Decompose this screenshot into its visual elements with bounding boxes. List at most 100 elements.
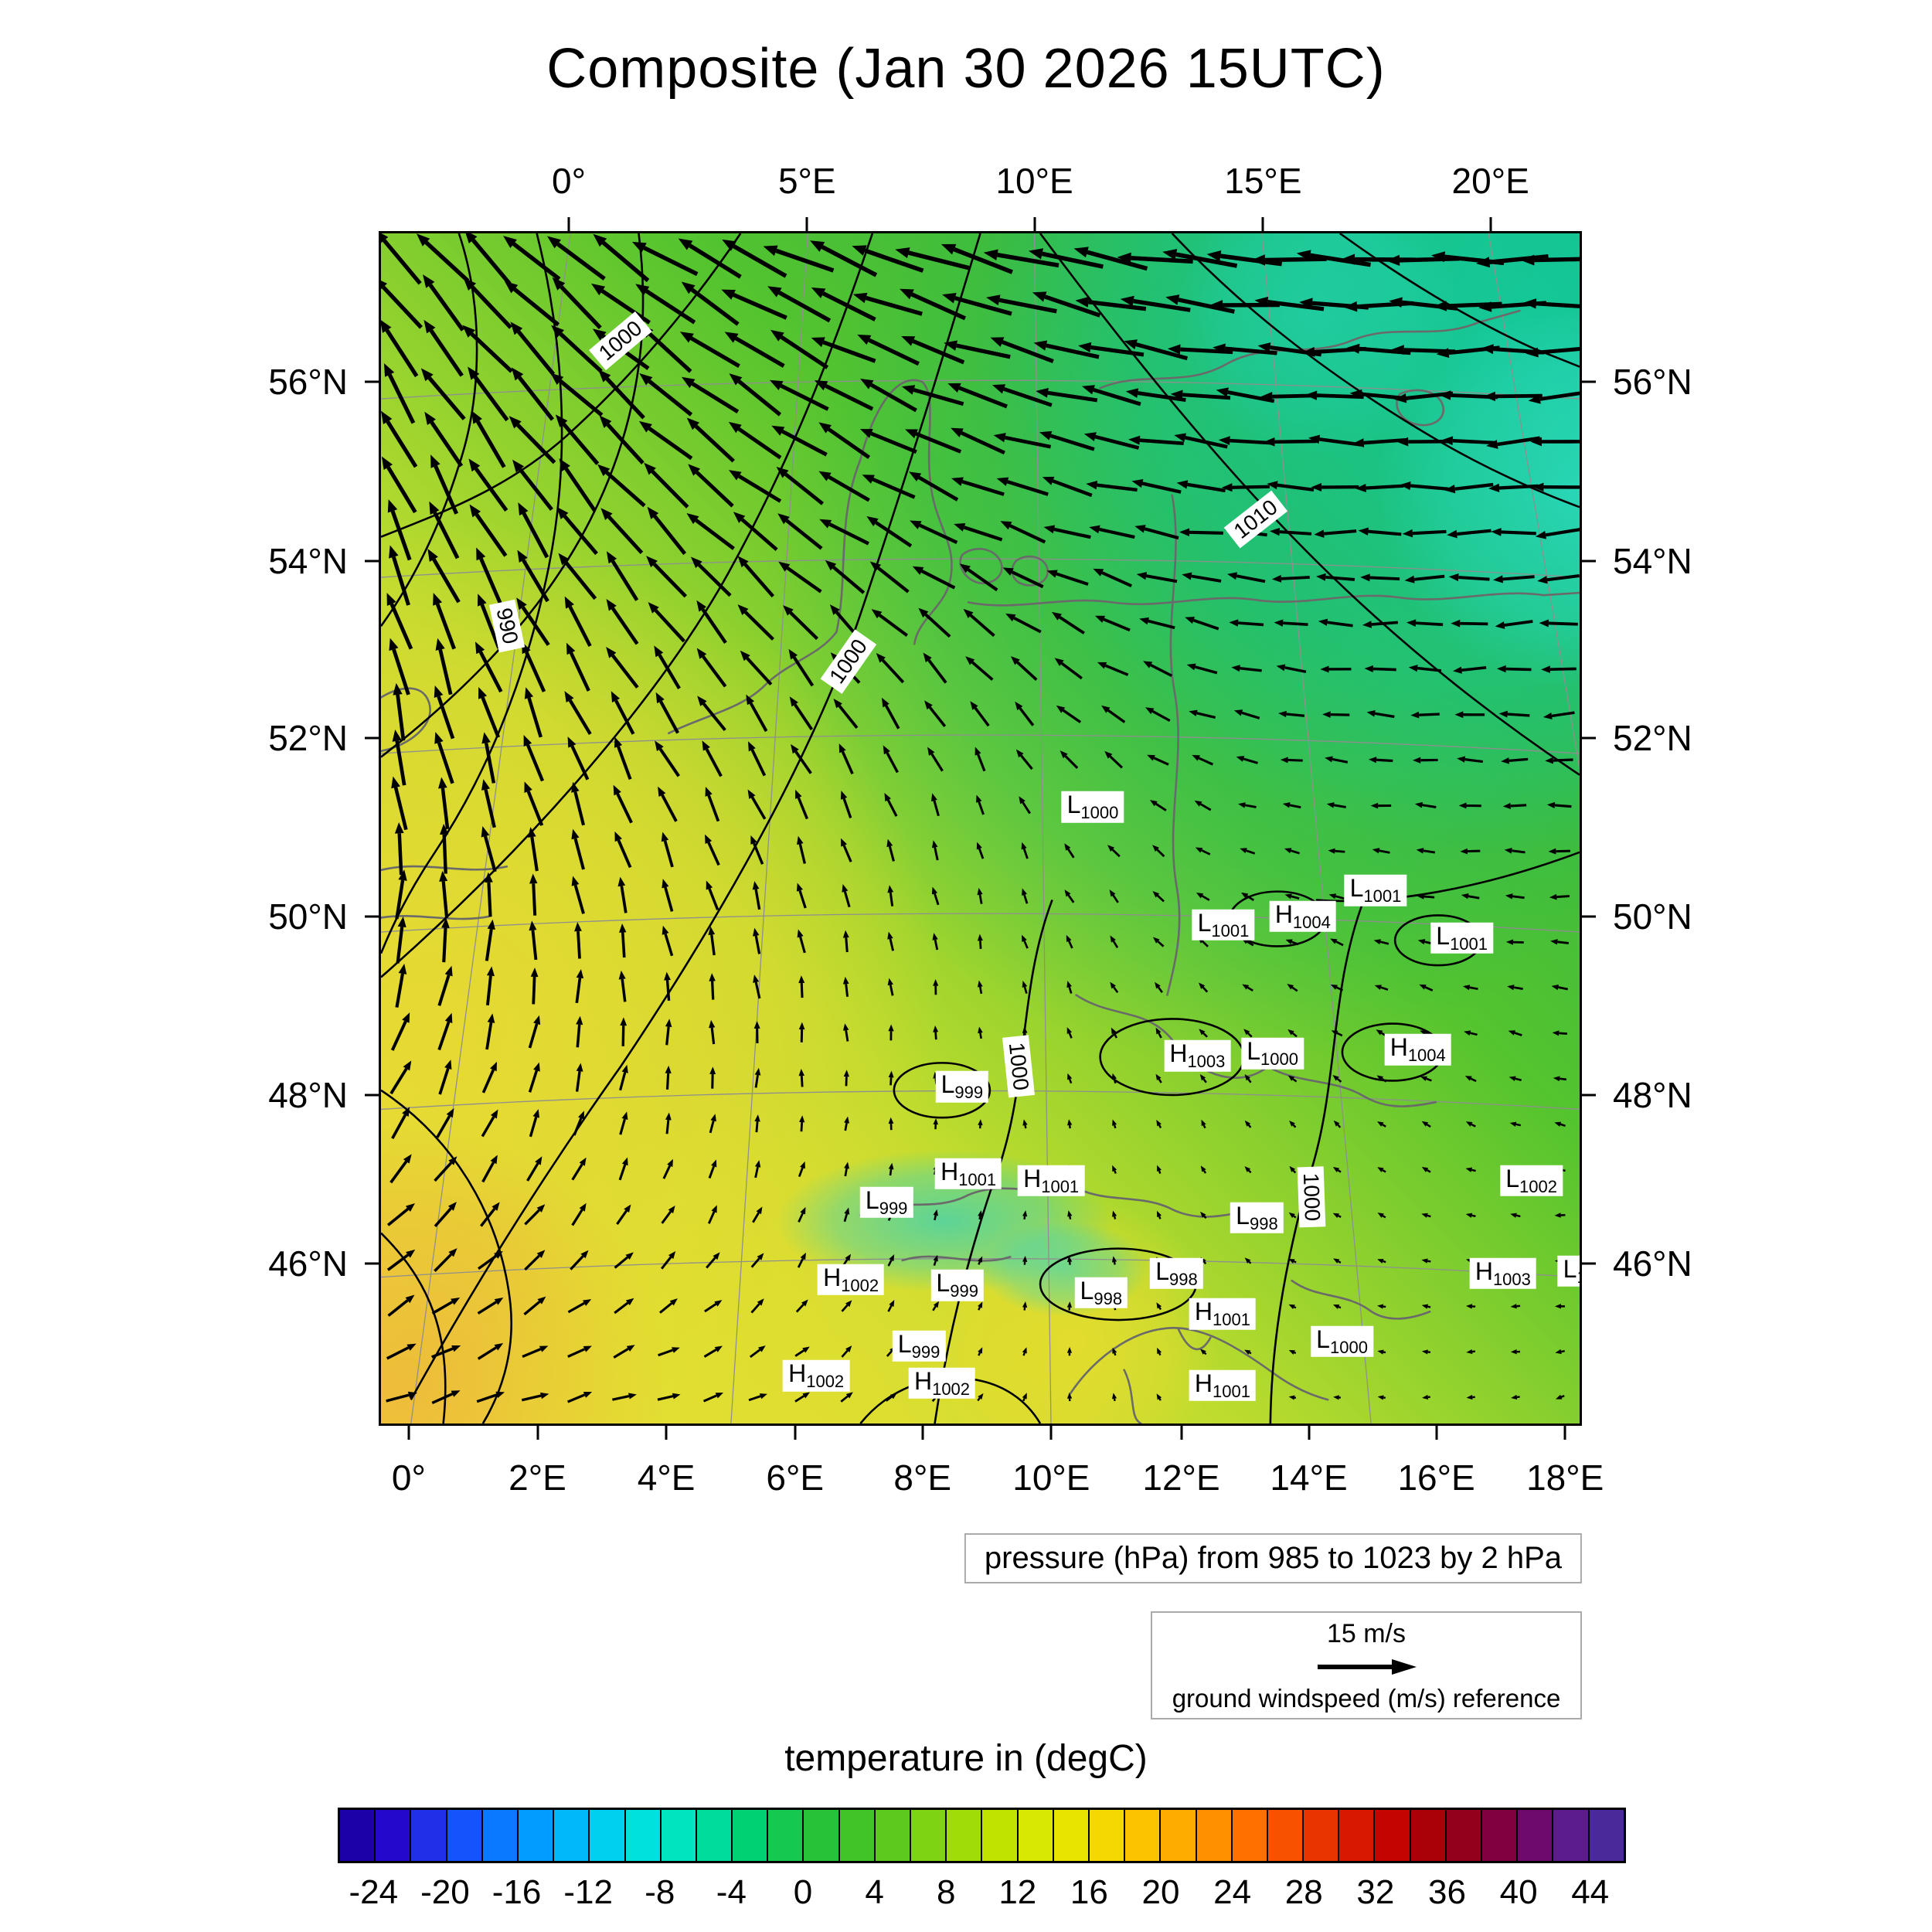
wind-reference-legend: 15 m/s ground windspeed (m/s) reference — [1151, 1611, 1582, 1719]
colorbar-segment — [1125, 1810, 1162, 1861]
colorbar-segment — [768, 1810, 804, 1861]
axis-tick-top — [567, 217, 570, 231]
colorbar-tick-label: 20 — [1141, 1873, 1180, 1911]
axis-tick-top — [805, 217, 808, 231]
axis-label-top: 15°E — [1224, 161, 1302, 201]
wind-arrows-layer — [381, 233, 1580, 1403]
axis-label-bottom: 14°E — [1270, 1458, 1348, 1498]
colorbar-tick-label: -24 — [349, 1873, 399, 1911]
axis-tick-left — [365, 560, 379, 563]
axis-tick-top — [1489, 217, 1492, 231]
axis-tick-right — [1582, 915, 1596, 918]
axis-label-right: 46°N — [1613, 1243, 1692, 1284]
figure-title: Composite (Jan 30 2026 15UTC) — [546, 38, 1386, 100]
axis-tick-bottom — [921, 1426, 924, 1440]
colorbar-segment — [518, 1810, 555, 1861]
axis-tick-left — [365, 1262, 379, 1265]
axis-label-bottom: 10°E — [1012, 1458, 1090, 1498]
colorbar-segment — [661, 1810, 697, 1861]
colorbar-tick-label: 28 — [1284, 1873, 1323, 1911]
colorbar-segment — [947, 1810, 983, 1861]
axis-tick-left — [365, 736, 379, 739]
axis-label-right: 54°N — [1613, 540, 1692, 581]
colorbar-segment — [1339, 1810, 1376, 1861]
colorbar-segment — [875, 1810, 911, 1861]
axis-label-left: 56°N — [268, 361, 348, 402]
axis-label-right: 52°N — [1613, 717, 1692, 758]
axis-label-bottom: 12°E — [1142, 1458, 1220, 1498]
colorbar-segment — [1196, 1810, 1233, 1861]
colorbar-segment — [1304, 1810, 1340, 1861]
axis-label-bottom: 8°E — [893, 1458, 952, 1498]
axis-tick-right — [1582, 380, 1596, 383]
axis-tick-right — [1582, 1094, 1596, 1097]
colorbar-segment — [1482, 1810, 1519, 1861]
colorbar-tick-label: 36 — [1427, 1873, 1466, 1911]
axis-tick-bottom — [794, 1426, 797, 1440]
colorbar-tick-label: -4 — [716, 1873, 747, 1911]
colorbar-segment — [839, 1810, 876, 1861]
axis-tick-bottom — [1308, 1426, 1311, 1440]
colorbar-segment — [982, 1810, 1019, 1861]
colorbar-segment — [1089, 1810, 1126, 1861]
colorbar-tick-label: 44 — [1571, 1873, 1610, 1911]
axis-label-bottom: 4°E — [637, 1458, 696, 1498]
colorbar-tick-label: 4 — [865, 1873, 884, 1911]
colorbar-tick-label: 32 — [1356, 1873, 1395, 1911]
axis-tick-bottom — [1180, 1426, 1183, 1440]
colorbar-tick-label: -20 — [420, 1873, 470, 1911]
colorbar-tick-label: 40 — [1499, 1873, 1538, 1911]
axis-label-right: 50°N — [1613, 896, 1692, 937]
colorbar-segment — [1589, 1810, 1624, 1861]
axis-tick-right — [1582, 560, 1596, 563]
axis-tick-bottom — [1049, 1426, 1053, 1440]
axis-tick-left — [365, 380, 379, 383]
map-wrap: 1000 990 1000 1010 1000 1000 L1000 L1001 L1001 H1… — [268, 161, 1692, 1498]
axis-label-bottom: 16°E — [1397, 1458, 1475, 1498]
colorbar-segment — [554, 1810, 590, 1861]
axis-label-right: 48°N — [1613, 1074, 1692, 1115]
colorbar-segment — [447, 1810, 483, 1861]
axis-tick-right — [1582, 736, 1596, 739]
colorbar-segment — [1518, 1810, 1554, 1861]
colorbar-segment — [1446, 1810, 1482, 1861]
map-canvas: 1000 990 1000 1010 1000 1000 L1000 L1001 L1001 H1… — [379, 231, 1582, 1426]
axis-label-left: 54°N — [268, 540, 348, 581]
colorbar-tick-label: 0 — [793, 1873, 813, 1911]
wind-reference-label: ground windspeed (m/s) reference — [1172, 1684, 1561, 1713]
axis-tick-top — [1033, 217, 1036, 231]
axis-label-left: 50°N — [268, 896, 348, 937]
colorbar-tick-label: 12 — [998, 1873, 1037, 1911]
colorbar-segment — [1410, 1810, 1447, 1861]
colorbar-segment — [590, 1810, 626, 1861]
axis-tick-bottom — [407, 1426, 410, 1440]
colorbar-segment — [1375, 1810, 1411, 1861]
axis-tick-bottom — [536, 1426, 539, 1440]
axis-tick-bottom — [1563, 1426, 1566, 1440]
pressure-caption: pressure (hPa) from 985 to 1023 by 2 hPa — [964, 1533, 1582, 1583]
colorbar-segment — [482, 1810, 519, 1861]
colorbar-segment — [733, 1810, 769, 1861]
colorbar-segment — [376, 1810, 412, 1861]
axis-tick-bottom — [665, 1426, 668, 1440]
axis-label-right: 56°N — [1613, 361, 1692, 402]
colorbar-title: temperature in (degC) — [784, 1738, 1148, 1779]
colorbar-segment — [1553, 1810, 1590, 1861]
axis-label-top: 5°E — [777, 161, 836, 201]
colorbar-segment — [1053, 1810, 1090, 1861]
axis-tick-top — [1261, 217, 1264, 231]
axis-label-top: 20°E — [1451, 161, 1529, 201]
axis-label-top: 0° — [552, 161, 586, 201]
colorbar-segment — [1232, 1810, 1268, 1861]
colorbar-segment — [1018, 1810, 1054, 1861]
colorbar-tick-label: 24 — [1213, 1873, 1252, 1911]
colorbar-segment — [1267, 1810, 1304, 1861]
wind-reference-speed: 15 m/s — [1326, 1619, 1406, 1648]
axis-tick-left — [365, 1094, 379, 1097]
axis-label-bottom: 18°E — [1526, 1458, 1604, 1498]
colorbar-segment — [804, 1810, 840, 1861]
map-plot — [381, 233, 1580, 1423]
colorbar-segment — [340, 1810, 376, 1861]
colorbar-segment — [625, 1810, 662, 1861]
